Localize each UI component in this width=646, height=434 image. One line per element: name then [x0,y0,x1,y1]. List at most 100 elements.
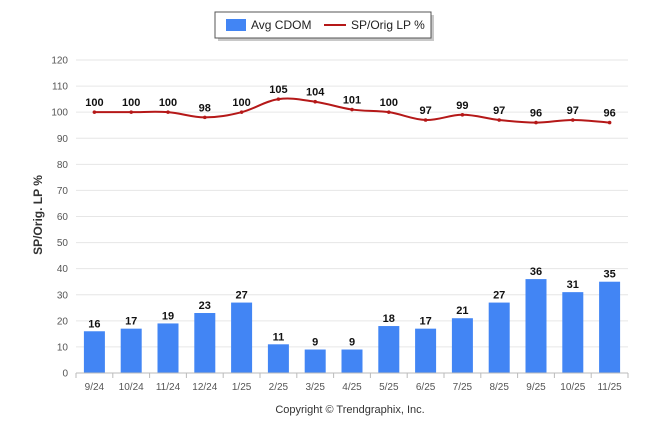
legend-label-sp-orig-lp: SP/Orig LP % [351,18,425,32]
line-point-3/25 [313,99,318,104]
x-tick-label-11/25: 11/25 [597,382,622,393]
x-tick-label-1/25: 1/25 [232,382,252,393]
bar-1/25 [231,302,253,373]
bar-labels: 16 17 19 23 27 11 9 9 18 17 21 27 36 31 35 [88,266,615,348]
x-tick-label-7/25: 7/25 [453,382,473,393]
y-tick-label-120: 120 [51,56,68,67]
bar-8/25 [488,302,510,373]
line-label-9/25: 96 [530,108,542,120]
x-tick-label-12/24: 12/24 [192,382,217,393]
y-tick-label-40: 40 [57,264,69,275]
bar-label-2/25: 11 [273,331,285,343]
line-series [92,97,612,125]
bar-label-4/25: 9 [349,337,355,349]
bar-5/25 [378,326,400,373]
y-tick-label-90: 90 [57,134,69,145]
bar-2/25 [267,344,289,373]
line-point-2/25 [276,97,281,101]
line-label-10/24: 100 [122,97,140,109]
line-label-1/25: 100 [232,97,250,109]
line-label-11/25: 96 [603,108,615,120]
y-tick-label-50: 50 [57,238,69,249]
bar-3/25 [304,349,326,373]
x-tick-label-11/24: 11/24 [156,382,181,393]
line-point-9/24 [92,110,97,114]
line-label-6/25: 97 [419,105,431,117]
y-tick-label-20: 20 [57,316,69,327]
line-label-9/24: 100 [85,97,103,109]
x-axis-ticks: 9/24 10/24 11/24 12/24 1/25 2/25 3/25 4/25 5/25 6… [75,373,629,393]
x-tick-label-4/25: 4/25 [342,382,362,393]
bar-series [83,279,621,373]
bar-10/24 [120,328,142,373]
bar-7/25 [451,318,473,373]
line-point-11/25 [607,120,612,125]
line-label-7/25: 99 [456,100,468,112]
line-label-10/25: 97 [567,105,579,117]
bar-label-3/25: 9 [312,337,318,349]
x-tick-label-10/25: 10/25 [560,382,585,393]
line-point-8/25 [497,118,502,122]
legend-swatch-avg-cdom [226,19,246,31]
bar-6/25 [415,328,437,373]
line-point-9/25 [534,120,538,125]
bar-10/25 [562,292,584,373]
bar-label-7/25: 21 [456,305,468,317]
y-tick-label-30: 30 [57,290,69,301]
bar-11/24 [157,323,179,373]
x-tick-label-2/25: 2/25 [269,382,289,393]
line-point-12/24 [203,115,207,120]
x-tick-label-8/25: 8/25 [489,382,509,393]
line-point-11/24 [166,110,170,114]
line-label-5/25: 100 [380,97,398,109]
line-point-10/25 [571,118,575,122]
line-label-3/25: 104 [306,87,325,99]
bar-label-9/25: 36 [530,266,542,278]
line-point-1/25 [239,110,244,114]
bar-11/25 [599,281,621,373]
x-tick-label-10/24: 10/24 [119,382,144,393]
bar-9/24 [83,331,105,373]
x-tick-label-9/25: 9/25 [526,382,546,393]
bar-label-8/25: 27 [493,290,505,302]
line-label-12/24: 98 [199,102,211,114]
y-tick-label-70: 70 [57,186,69,197]
bar-9/25 [525,279,547,373]
bar-label-10/24: 17 [125,316,137,328]
y-axis-title: SP/Orig. LP % [31,175,45,255]
line-label-11/24: 100 [159,97,177,109]
bar-label-12/24: 23 [199,300,211,312]
y-tick-label-80: 80 [57,160,69,171]
line-point-5/25 [387,110,391,114]
line-labels: 100 100 100 98 100 105 104 101 100 97 99 97 96 97 96 [85,84,616,119]
line-label-2/25: 105 [269,84,287,96]
bar-label-1/25: 27 [235,290,247,302]
bar-label-11/25: 35 [603,269,615,281]
legend: Avg CDOM SP/Orig LP % [214,11,434,41]
y-tick-label-0: 0 [62,369,68,380]
line-label-8/25: 97 [493,105,505,117]
bar-label-9/24: 16 [88,318,100,330]
x-tick-label-6/25: 6/25 [416,382,436,393]
y-axis-ticks: 0 10 20 30 40 50 60 70 80 90 100 110 120 [51,56,68,380]
y-tick-label-110: 110 [52,82,68,93]
y-tick-label-60: 60 [57,212,69,223]
line-point-6/25 [423,118,428,122]
x-tick-label-3/25: 3/25 [305,382,325,393]
copyright-text: Copyright © Trendgraphix, Inc. [275,404,424,416]
bar-4/25 [341,349,363,373]
x-tick-label-5/25: 5/25 [379,382,399,393]
bar-label-10/25: 31 [567,279,579,291]
line-point-7/25 [460,112,465,117]
x-tick-label-9/24: 9/24 [85,382,105,393]
bar-label-6/25: 17 [419,316,431,328]
y-tick-label-100: 100 [51,108,68,119]
bar-label-11/24: 19 [162,310,174,322]
y-tick-label-10: 10 [57,342,69,353]
line-point-10/24 [129,110,133,114]
line-point-4/25 [350,107,354,112]
line-label-4/25: 101 [343,95,361,107]
bar-12/24 [194,313,216,373]
bar-label-5/25: 18 [383,313,395,325]
